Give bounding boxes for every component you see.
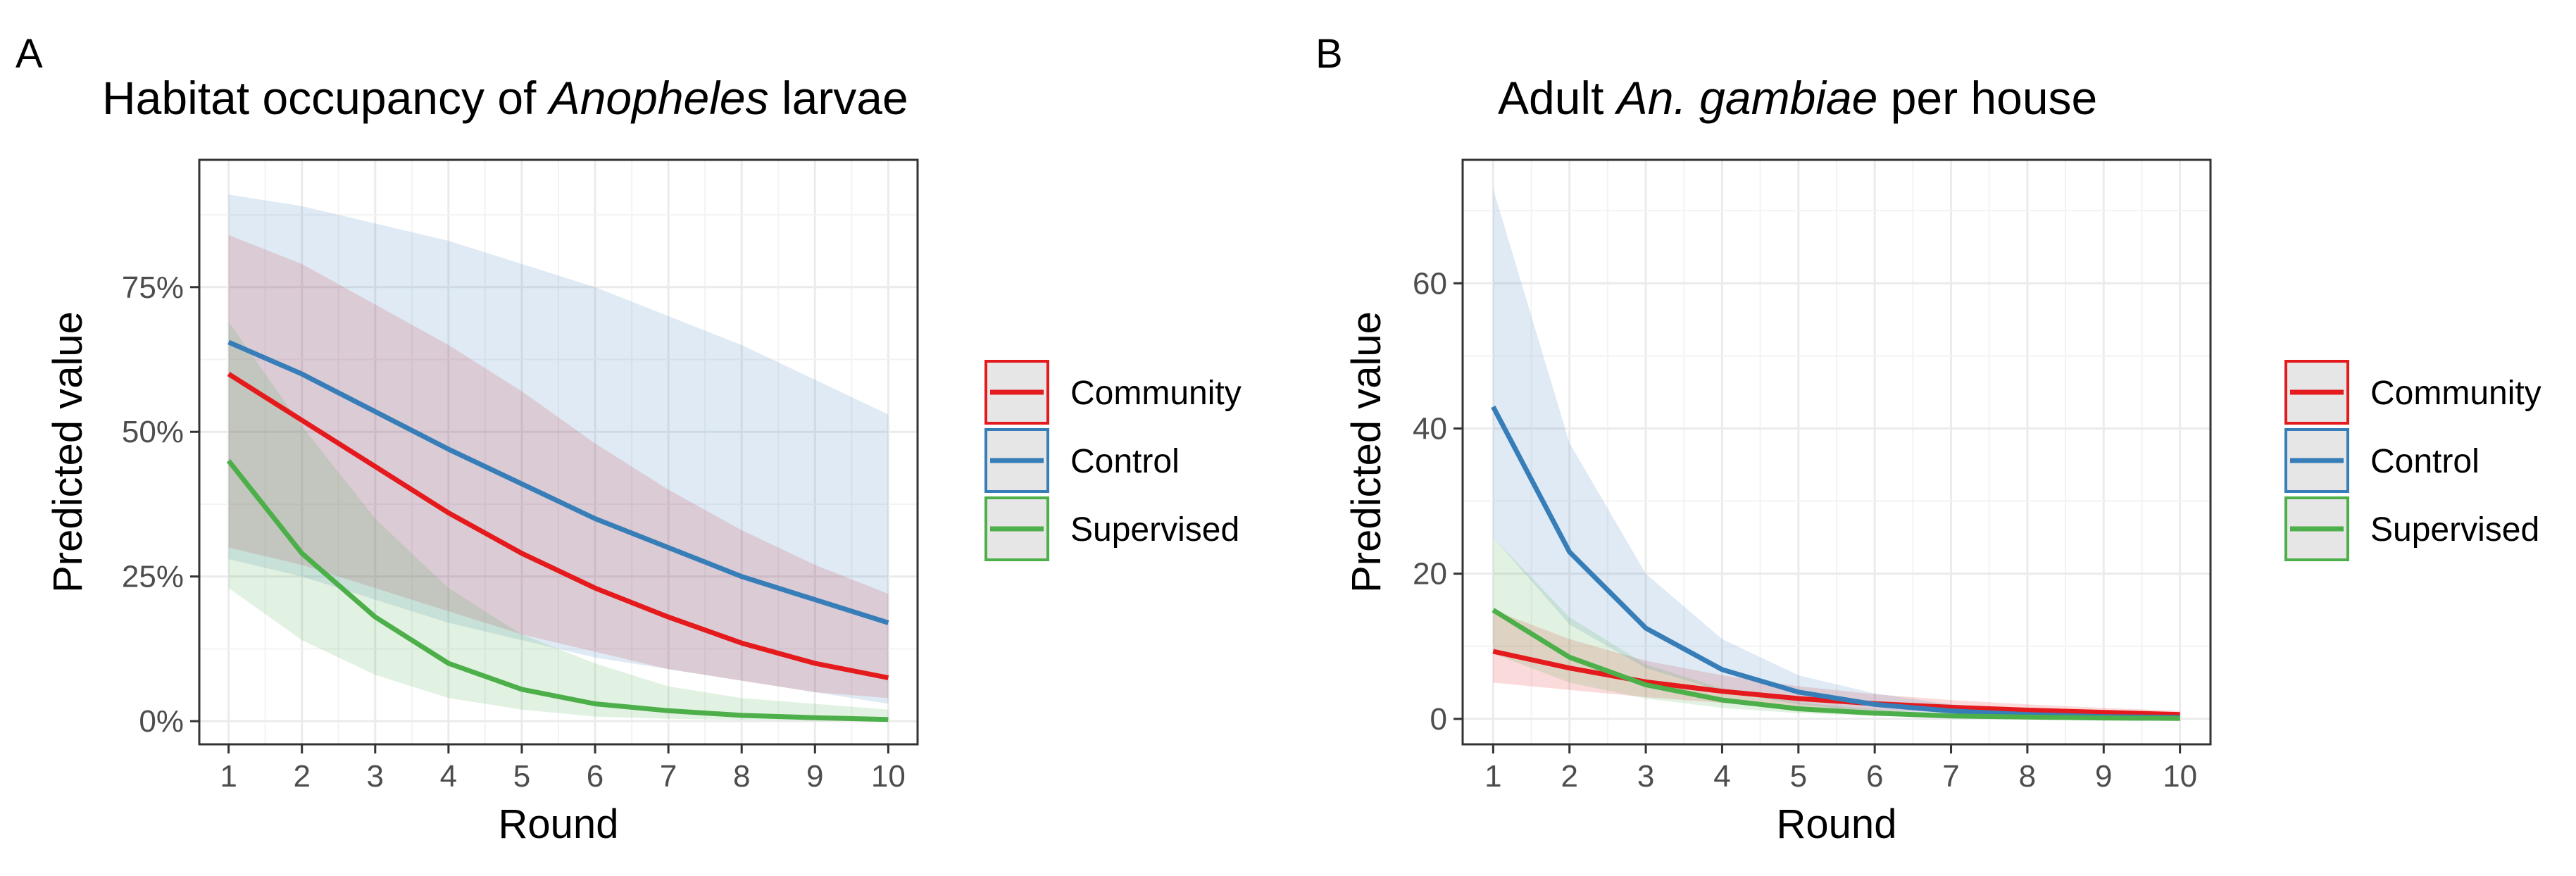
x-tick-label: 1 bbox=[220, 759, 237, 794]
x-tick-label: 7 bbox=[1942, 759, 1959, 794]
panel-a-ribbons bbox=[228, 194, 889, 721]
x-tick-label: 8 bbox=[733, 759, 750, 794]
panel-b-title-part-3: per house bbox=[1877, 72, 2097, 124]
y-tick-label: 50% bbox=[122, 415, 184, 449]
x-tick-label: 4 bbox=[440, 759, 457, 794]
legend-label-supervised: Supervised bbox=[1070, 511, 1239, 549]
x-tick-label: 6 bbox=[1866, 759, 1883, 794]
legend-label-control: Control bbox=[2370, 443, 2480, 480]
x-tick-label: 9 bbox=[806, 759, 823, 794]
panel-b-legend: Community Control Supervised bbox=[2284, 360, 2541, 561]
panel-b-x-axis-title: Round bbox=[1777, 801, 1897, 847]
x-tick-label: 5 bbox=[1790, 759, 1807, 794]
y-tick-label: 40 bbox=[1413, 411, 1447, 446]
panel-b-title-part-1: Adult bbox=[1498, 72, 1617, 124]
panel-b-y-axis-title: Predicted value bbox=[1344, 311, 1389, 593]
legend-label-control: Control bbox=[1070, 443, 1180, 480]
x-tick-label: 5 bbox=[513, 759, 530, 794]
panel-a-y-axis-title: Predicted value bbox=[45, 311, 91, 593]
legend-label-community: Community bbox=[2370, 375, 2541, 412]
line-community bbox=[227, 372, 889, 680]
x-tick-label: 9 bbox=[2095, 759, 2112, 794]
panel-a-title-part-2: Anopheles bbox=[546, 72, 769, 124]
y-tick-label: 75% bbox=[122, 270, 184, 305]
ribbon-supervised bbox=[1493, 537, 2180, 719]
x-tick-label: 8 bbox=[2019, 759, 2036, 794]
panel-a-letter: A bbox=[15, 31, 43, 77]
line-control bbox=[227, 339, 889, 625]
x-tick-label: 2 bbox=[293, 759, 310, 794]
panel-a: A Habitat occupancy of Anopheles larvae … bbox=[15, 31, 1242, 847]
x-tick-label: 3 bbox=[367, 759, 384, 794]
panel-a-grid bbox=[199, 160, 918, 744]
ribbon-supervised bbox=[228, 322, 889, 721]
panel-b-grid bbox=[1463, 160, 2211, 744]
x-tick-label: 3 bbox=[1637, 759, 1654, 794]
y-tick-label: 0% bbox=[139, 704, 184, 739]
ribbon-community bbox=[228, 234, 889, 699]
panel-b-plot-border bbox=[1461, 158, 2212, 746]
panel-a-plot-border bbox=[198, 158, 919, 746]
panel-a-x-axis-title: Round bbox=[499, 801, 619, 847]
y-tick-label: 60 bbox=[1413, 266, 1447, 301]
panel-a-title-part-1: Habitat occupancy of bbox=[102, 72, 549, 124]
panel-b-title: Adult An. gambiae per house bbox=[1498, 72, 2097, 124]
y-tick-label: 25% bbox=[122, 560, 184, 594]
line-community bbox=[1492, 649, 2180, 718]
panel-a-lines bbox=[226, 339, 889, 722]
panel-a-ticks: 1 2 3 4 5 6 7 8 9 10 0% 25% 50% 75% bbox=[122, 270, 906, 794]
y-tick-label: 0 bbox=[1430, 702, 1447, 737]
panel-b-letter: B bbox=[1315, 31, 1343, 77]
panel-a-title-part-3: larvae bbox=[769, 72, 908, 124]
legend-label-supervised: Supervised bbox=[2370, 511, 2539, 549]
x-tick-label: 6 bbox=[587, 759, 604, 794]
y-tick-label: 20 bbox=[1413, 557, 1447, 592]
panel-a-legend: Community Control Supervised bbox=[984, 360, 1242, 561]
x-tick-label: 2 bbox=[1561, 759, 1577, 794]
x-tick-label: 1 bbox=[1484, 759, 1501, 794]
x-tick-label: 7 bbox=[660, 759, 677, 794]
line-supervised bbox=[226, 459, 889, 722]
panel-b-lines bbox=[1491, 405, 2180, 721]
panel-b-title-part-2: An. gambiae bbox=[1614, 72, 1878, 124]
x-tick-label: 4 bbox=[1713, 759, 1730, 794]
legend-label-community: Community bbox=[1070, 375, 1242, 412]
panel-b-ticks: 1 2 3 4 5 6 7 8 9 10 0 20 40 60 bbox=[1413, 266, 2197, 794]
ribbon-control bbox=[228, 194, 889, 704]
line-supervised bbox=[1492, 608, 2180, 721]
x-tick-label: 10 bbox=[2163, 759, 2197, 794]
panel-a-title: Habitat occupancy of Anopheles larvae bbox=[102, 72, 908, 124]
x-tick-label: 10 bbox=[871, 759, 906, 794]
